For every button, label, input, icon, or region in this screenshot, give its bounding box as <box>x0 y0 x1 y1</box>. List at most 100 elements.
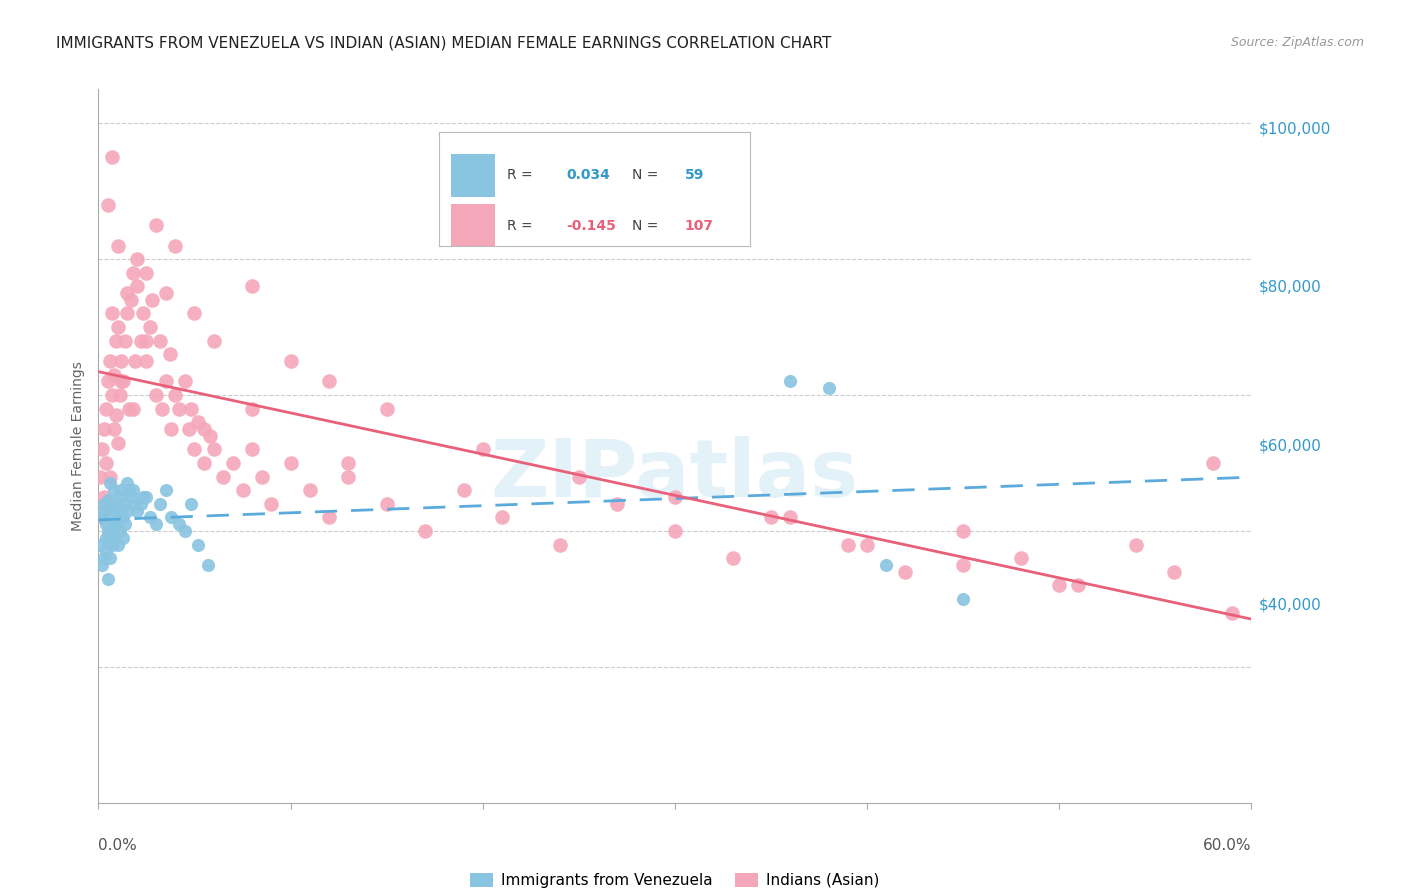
Point <box>375 497 398 511</box>
Point <box>103 531 125 545</box>
Point <box>240 401 263 416</box>
Point <box>107 537 129 551</box>
Point <box>125 279 148 293</box>
Point <box>160 422 183 436</box>
Point <box>118 483 141 498</box>
Point <box>187 537 209 551</box>
Point <box>167 401 190 416</box>
Point <box>107 238 129 252</box>
Point <box>107 435 129 450</box>
Point <box>952 524 974 538</box>
Point <box>110 375 132 389</box>
Point <box>104 334 127 348</box>
Point <box>98 500 121 515</box>
Point <box>98 551 121 566</box>
Point <box>91 442 114 457</box>
Point <box>112 375 135 389</box>
Point <box>125 252 148 266</box>
Legend: Immigrants from Venezuela, Indians (Asian): Immigrants from Venezuela, Indians (Asia… <box>471 873 879 888</box>
Point <box>104 503 127 517</box>
Point <box>145 517 167 532</box>
Point <box>94 544 117 558</box>
Point <box>198 429 221 443</box>
Point <box>97 534 120 549</box>
Point <box>139 320 162 334</box>
Text: Source: ZipAtlas.com: Source: ZipAtlas.com <box>1230 36 1364 49</box>
Point <box>93 551 115 566</box>
Point <box>165 238 187 252</box>
Point <box>174 375 197 389</box>
Point <box>155 286 177 301</box>
Point <box>139 510 162 524</box>
Point <box>160 510 183 524</box>
Point <box>453 483 475 498</box>
Point <box>104 409 127 423</box>
Point <box>177 422 200 436</box>
Point <box>103 510 125 524</box>
Point <box>117 476 138 491</box>
Point <box>131 306 153 320</box>
Point <box>125 503 148 517</box>
Point <box>197 558 219 572</box>
Point <box>93 497 115 511</box>
Point <box>318 510 340 524</box>
Point <box>180 401 202 416</box>
Point <box>952 591 974 606</box>
Point <box>952 558 974 572</box>
Point <box>114 517 136 532</box>
Point <box>101 537 124 551</box>
Point <box>94 401 117 416</box>
Point <box>98 354 121 368</box>
Point <box>101 306 124 320</box>
Point <box>110 483 132 498</box>
Point <box>664 524 686 538</box>
Point <box>664 490 686 504</box>
Point <box>1125 537 1147 551</box>
Point <box>548 537 571 551</box>
Point <box>103 368 125 382</box>
Point <box>135 334 157 348</box>
Point <box>117 503 138 517</box>
Point <box>141 293 163 307</box>
Point <box>107 497 129 511</box>
Point <box>135 354 157 368</box>
Point <box>98 476 121 491</box>
Point <box>155 375 177 389</box>
Point <box>101 517 124 532</box>
Point <box>114 334 136 348</box>
Point <box>280 354 302 368</box>
Point <box>167 517 190 532</box>
Point <box>1010 551 1032 566</box>
Point <box>721 551 744 566</box>
Point <box>129 497 152 511</box>
Point <box>298 483 321 498</box>
Point <box>107 503 129 517</box>
Point <box>193 456 215 470</box>
Text: 60.0%: 60.0% <box>1204 838 1251 854</box>
Point <box>97 375 120 389</box>
Point <box>129 334 152 348</box>
Point <box>250 469 273 483</box>
Point <box>779 375 801 389</box>
Point <box>97 572 120 586</box>
Point <box>93 422 115 436</box>
Point <box>145 218 167 232</box>
Point <box>89 469 111 483</box>
Point <box>94 456 117 470</box>
Point <box>165 388 187 402</box>
Point <box>149 334 172 348</box>
Point <box>135 266 157 280</box>
Point <box>131 490 153 504</box>
Text: $80,000: $80,000 <box>1258 280 1322 295</box>
Point <box>231 483 254 498</box>
Point <box>97 493 120 508</box>
Point <box>135 490 157 504</box>
Point <box>110 503 132 517</box>
Point <box>413 524 436 538</box>
Point <box>202 442 225 457</box>
Point <box>107 320 129 334</box>
Point <box>212 469 235 483</box>
Point <box>159 347 181 361</box>
Point <box>202 334 225 348</box>
Point <box>568 469 591 483</box>
